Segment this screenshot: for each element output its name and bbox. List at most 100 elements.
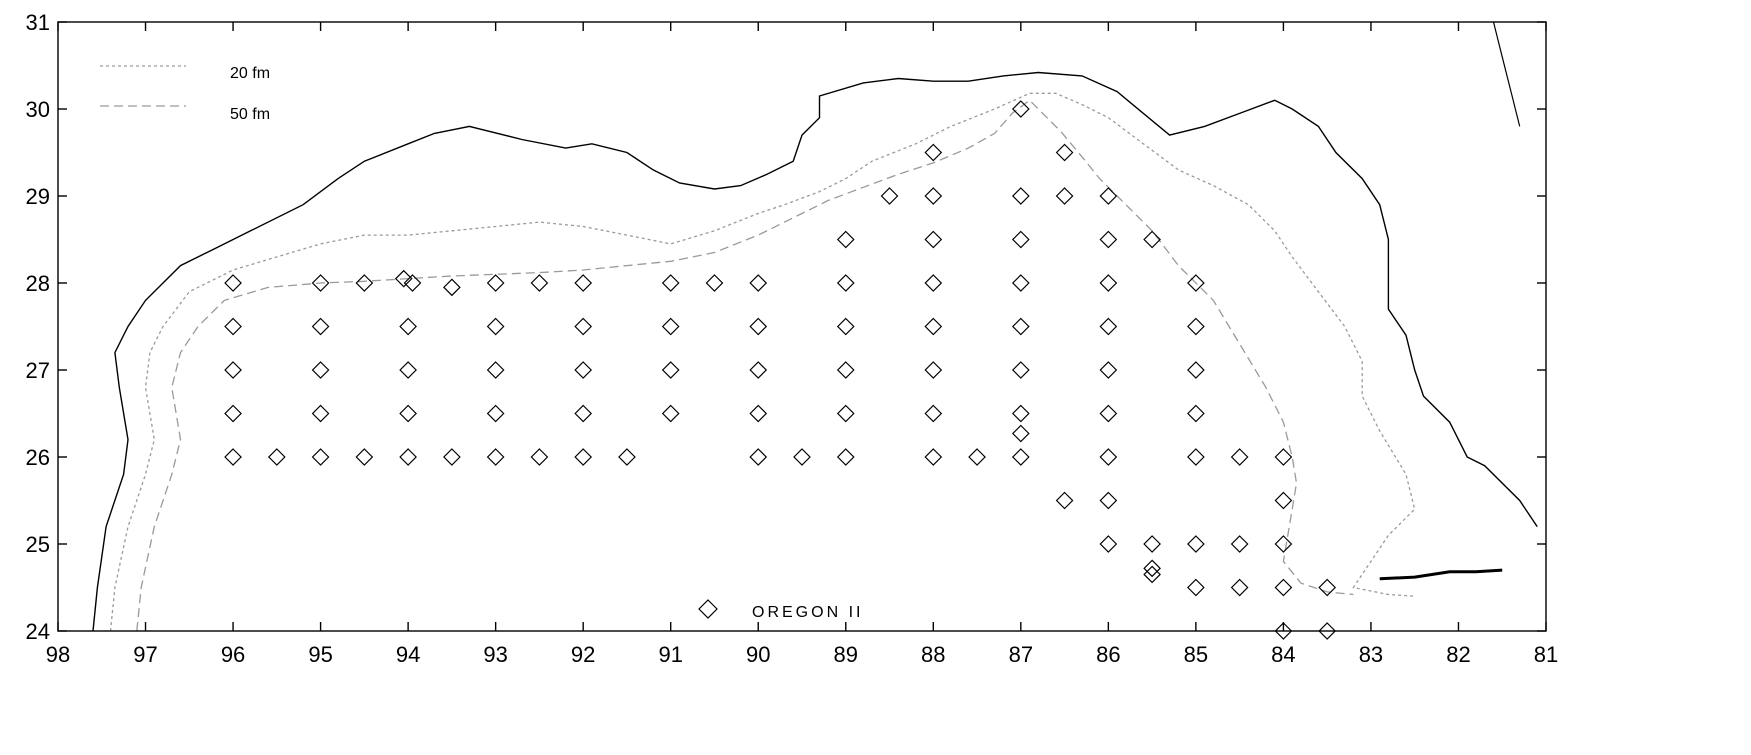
station-marker	[661, 404, 680, 423]
station-marker	[1187, 448, 1205, 466]
station-marker	[1187, 361, 1205, 379]
station-marker	[749, 448, 768, 466]
station-marker	[1011, 424, 1030, 443]
station-marker	[1099, 404, 1118, 423]
station-marker	[1011, 317, 1030, 336]
x-tick-label: 86	[1096, 642, 1120, 667]
station-marker	[486, 274, 505, 292]
y-tick-label: 29	[26, 184, 50, 209]
station-marker	[574, 404, 593, 423]
station-marker	[399, 404, 417, 423]
x-tick-label: 82	[1446, 642, 1470, 667]
x-tick-label: 84	[1271, 642, 1295, 667]
x-tick-label: 85	[1184, 642, 1208, 667]
station-marker	[486, 448, 505, 466]
station-marker	[1318, 578, 1337, 597]
station-marker	[924, 274, 943, 292]
station-marker	[1187, 317, 1205, 336]
x-tick-label: 87	[1009, 642, 1033, 667]
coastline-layer	[92, 21, 1538, 632]
station-marker	[224, 361, 242, 379]
station-marker	[1099, 491, 1118, 510]
y-tick-label: 30	[26, 97, 50, 122]
x-tick-label: 88	[921, 642, 945, 667]
coastline	[92, 71, 1538, 632]
station-marker	[1099, 317, 1118, 336]
station-marker	[1099, 274, 1118, 292]
station-marker	[443, 448, 461, 466]
station-marker	[1011, 187, 1030, 205]
station-marker	[574, 317, 593, 336]
isobath-layer	[109, 92, 1416, 632]
station-marker	[443, 278, 461, 297]
station-marker	[924, 404, 943, 423]
station-marker	[1230, 535, 1249, 553]
station-marker	[924, 187, 943, 205]
legend-vessel-label: OREGON II	[752, 604, 863, 621]
station-marker	[486, 317, 505, 336]
station-marker	[311, 361, 330, 379]
station-marker	[1011, 100, 1030, 118]
x-tick-label: 89	[834, 642, 858, 667]
station-marker	[1011, 404, 1030, 423]
station-marker	[399, 448, 417, 466]
x-tick-label: 92	[571, 642, 595, 667]
station-marker	[836, 274, 855, 292]
x-axis: 98 97 96 95 94 93 92 91 90 89 88 87 86 85 84 83 82 81	[46, 22, 1558, 667]
station-marker	[394, 269, 413, 288]
station-marker	[355, 274, 374, 292]
station-marker	[924, 230, 943, 249]
station-marker	[661, 361, 680, 379]
legend: 20 fm 50 fm OREGON II	[100, 65, 863, 621]
x-tick-label: 81	[1534, 642, 1558, 667]
station-marker	[924, 448, 943, 466]
station-marker	[836, 317, 855, 336]
station-marker	[267, 448, 286, 466]
x-tick-label: 98	[46, 642, 70, 667]
station-marker	[836, 404, 855, 423]
station-marker	[1143, 559, 1161, 578]
station-marker	[1187, 535, 1205, 553]
x-tick-label: 96	[221, 642, 245, 667]
station-marker	[836, 230, 855, 249]
station-marker	[749, 274, 768, 292]
station-marker	[661, 317, 680, 336]
station-marker	[1143, 230, 1161, 249]
florida-keys	[1379, 568, 1503, 581]
station-marker	[1055, 491, 1074, 510]
station-marker	[1011, 448, 1030, 466]
station-marker	[1187, 274, 1205, 292]
station-marker	[311, 448, 330, 466]
station-marker	[574, 361, 593, 379]
station-marker	[836, 361, 855, 379]
station-marker	[486, 361, 505, 379]
station-marker	[1099, 448, 1118, 466]
x-tick-label: 95	[308, 642, 332, 667]
station-marker	[880, 187, 899, 205]
station-marker	[1011, 230, 1030, 249]
station-marker	[486, 404, 505, 423]
station-marker	[836, 448, 855, 466]
y-axis: 24 25 26 27 28 29 30 31	[26, 10, 1546, 644]
station-marker	[1055, 187, 1074, 205]
y-tick-label: 25	[26, 532, 50, 557]
x-tick-label: 90	[746, 642, 770, 667]
station-marker	[574, 448, 593, 466]
legend-station-diamond-icon	[698, 599, 718, 619]
isobath-50-line	[136, 99, 1354, 632]
station-marker	[403, 274, 422, 292]
station-marker	[355, 448, 374, 466]
station-marker	[749, 317, 768, 336]
station-marker	[1318, 622, 1337, 640]
map-frame	[57, 21, 1547, 632]
isobath-20-line	[109, 92, 1416, 632]
station-marker	[311, 404, 330, 423]
legend-20fm-label: 20 fm	[230, 65, 270, 82]
station-marker	[224, 317, 242, 336]
station-marker	[1011, 274, 1030, 292]
station-marker	[1274, 578, 1293, 597]
station-marker	[311, 317, 330, 336]
station-marker	[1187, 578, 1205, 597]
station-marker	[224, 448, 242, 466]
